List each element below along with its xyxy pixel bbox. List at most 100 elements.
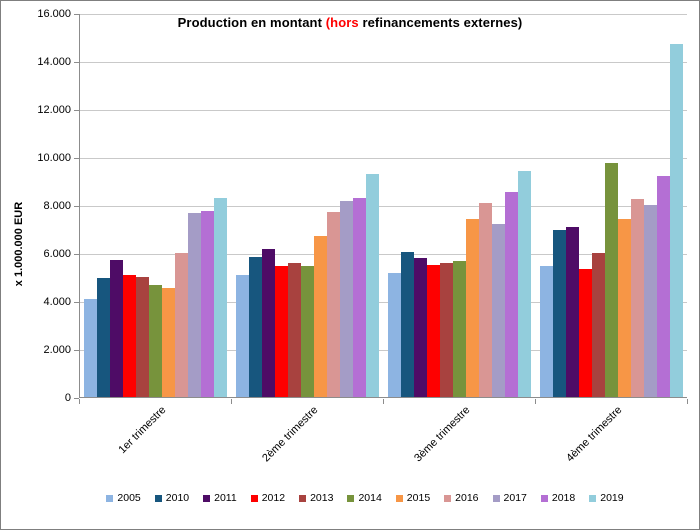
legend-swatch-2013 <box>299 494 307 502</box>
x-axis-tick <box>79 399 80 404</box>
legend-swatch-2005 <box>106 494 114 502</box>
bar-2019 <box>214 198 228 397</box>
bar-2011 <box>110 260 124 397</box>
y-tick-label: 0 <box>64 392 71 404</box>
gridline <box>80 206 687 207</box>
bar-2005 <box>236 275 250 397</box>
bar-2015 <box>162 288 176 397</box>
gridline <box>80 110 687 111</box>
legend-item-2017: 2017 <box>492 492 527 504</box>
bar-2014 <box>604 163 618 397</box>
legend-item-2013: 2013 <box>299 492 333 504</box>
bar-2017 <box>491 224 505 397</box>
bar-2015 <box>465 219 479 397</box>
bar-2013 <box>439 263 453 397</box>
bar-2018 <box>656 176 670 397</box>
legend-swatch-2012 <box>250 494 258 502</box>
bar-group-4 <box>535 14 687 397</box>
bar-2018 <box>504 192 518 397</box>
legend-swatch-2011 <box>203 494 211 502</box>
y-axis-tick <box>74 158 79 159</box>
gridline <box>80 158 687 159</box>
gridline <box>80 14 687 15</box>
bar-2005 <box>387 273 401 397</box>
legend-item-2019: 2019 <box>589 492 624 504</box>
y-axis-tick <box>74 254 79 255</box>
chart-title-part: refinancements externes) <box>358 15 523 30</box>
legend-swatch-2016 <box>444 494 452 502</box>
bar-2019 <box>517 171 531 397</box>
legend-label: 2016 <box>455 492 479 504</box>
y-tick-label: 16.000 <box>37 8 71 20</box>
bar-2005 <box>539 266 553 397</box>
bar-2011 <box>413 258 427 397</box>
y-axis-tick <box>74 62 79 63</box>
x-axis-label: 4ème trimestre <box>564 404 625 465</box>
bar-2011 <box>262 249 276 397</box>
bar-group-3 <box>384 14 536 397</box>
legend-item-2016: 2016 <box>444 492 479 504</box>
y-axis-title: x 1.000.000 EUR <box>13 201 25 287</box>
legend: 2005 2010 2011 2012 2013 2014 2015 2016 2017 2018… <box>31 492 699 504</box>
legend-label: 2012 <box>261 492 286 504</box>
bar-2016 <box>175 253 189 397</box>
x-axis-tick <box>535 399 536 404</box>
bar-2005 <box>84 299 98 397</box>
legend-label: 2019 <box>600 492 624 504</box>
bar-2011 <box>565 227 579 397</box>
legend-item-2010: 2010 <box>154 492 190 504</box>
legend-label: 2010 <box>165 492 190 504</box>
bar-2012 <box>123 275 137 397</box>
y-axis-tick <box>74 110 79 111</box>
legend-swatch-2010 <box>154 494 162 502</box>
plot-area <box>79 14 687 398</box>
bar-groups <box>80 14 687 397</box>
gridline <box>80 350 687 351</box>
legend-label: 2005 <box>117 492 141 504</box>
chart-title: Production en montant (hors refinancemen… <box>1 15 699 30</box>
x-axis-tick <box>687 399 688 404</box>
bar-2010 <box>552 230 566 397</box>
bar-2019 <box>366 174 380 397</box>
y-tick-label: 10.000 <box>37 152 71 164</box>
x-axis-label: 1er trimestre <box>116 404 169 457</box>
legend-item-2018: 2018 <box>540 492 575 504</box>
gridline <box>80 302 687 303</box>
legend-swatch-2018 <box>540 494 548 502</box>
bar-group-2 <box>232 14 384 397</box>
y-axis-tick <box>74 350 79 351</box>
x-axis-label: 3ème trimestre <box>412 404 473 465</box>
bar-2016 <box>327 212 341 397</box>
legend-label: 2015 <box>406 492 431 504</box>
y-tick-label: 8.000 <box>43 200 71 212</box>
y-tick-label: 14.000 <box>37 56 71 68</box>
legend-label: 2011 <box>214 492 237 504</box>
bar-2013 <box>136 277 150 397</box>
y-axis-tick <box>74 302 79 303</box>
legend-label: 2014 <box>358 492 382 504</box>
bar-2014 <box>452 261 466 397</box>
gridline <box>80 254 687 255</box>
chart-title-part: Production en montant <box>177 15 326 30</box>
bar-2015 <box>314 236 328 397</box>
chart-title-part: (hors <box>325 15 359 30</box>
bar-2010 <box>97 278 111 397</box>
bar-2016 <box>630 199 644 397</box>
legend-item-2015: 2015 <box>395 492 431 504</box>
y-tick-label: 6.000 <box>43 248 71 260</box>
y-tick-label: 4.000 <box>43 296 71 308</box>
legend-item-2012: 2012 <box>250 492 286 504</box>
x-axis-label: 2ème trimestre <box>260 404 321 465</box>
x-axis-tick <box>383 399 384 404</box>
bar-2017 <box>340 201 354 397</box>
legend-item-2011: 2011 <box>203 492 237 504</box>
bar-2013 <box>591 253 605 397</box>
legend-label: 2017 <box>503 492 527 504</box>
legend-item-2005: 2005 <box>106 492 141 504</box>
x-axis-tick <box>231 399 232 404</box>
bar-2010 <box>249 257 263 397</box>
bar-2015 <box>617 219 631 397</box>
bar-2018 <box>353 198 367 397</box>
bar-2012 <box>578 269 592 397</box>
y-tick-label: 12.000 <box>37 104 71 116</box>
